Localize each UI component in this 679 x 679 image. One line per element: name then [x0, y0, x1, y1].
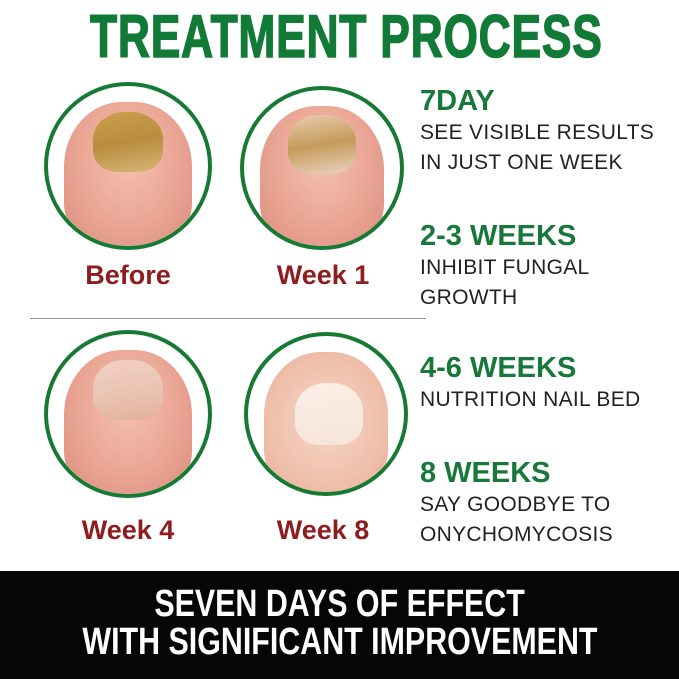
label-week-1: Week 1 [276, 260, 370, 290]
step-text: NUTRITION NAIL BED [420, 388, 641, 411]
bottom-banner: SEVEN DAYS OF EFFECT WITH SIGNIFICANT IM… [0, 571, 679, 679]
nail-image [287, 114, 357, 175]
step-8-weeks: 8 WEEKS SAY GOODBYE TO ONYCHOMYCOSIS [420, 458, 613, 552]
photo-week-1 [240, 86, 404, 250]
nail-image [92, 359, 164, 421]
nail-image [92, 111, 164, 173]
label-before: Before [85, 260, 171, 290]
label-week-4: Week 4 [81, 515, 175, 545]
nail-image [294, 382, 364, 446]
title-text: TREATMENT PROCESS [89, 2, 603, 71]
step-2-3-weeks: 2-3 WEEKS INHIBIT FUNGAL GROWTH [420, 221, 590, 315]
step-7day: 7DAY SEE VISIBLE RESULTS IN JUST ONE WEE… [420, 86, 654, 180]
step-4-6-weeks: 4-6 WEEKS NUTRITION NAIL BED [420, 353, 640, 417]
divider [30, 318, 426, 319]
banner-text: WITH SIGNIFICANT IMPROVEMENT [81, 621, 598, 663]
banner-line-1: SEVEN DAYS OF EFFECT [0, 583, 679, 626]
label-week-8: Week 8 [276, 515, 370, 545]
step-text: SEE VISIBLE RESULTS [420, 121, 655, 144]
photo-week-8 [244, 332, 408, 496]
step-heading: 7DAY [420, 85, 495, 117]
step-text: GROWTH [420, 286, 518, 309]
step-text: SAY GOODBYE TO [420, 493, 611, 516]
step-text: INHIBIT FUNGAL [420, 256, 590, 279]
photo-week-4 [44, 330, 212, 498]
banner-line-2: WITH SIGNIFICANT IMPROVEMENT [0, 621, 679, 664]
photo-before [44, 82, 212, 250]
step-heading: 8 WEEKS [420, 457, 551, 489]
page-title: TREATMENT PROCESS [0, 2, 679, 71]
step-text: IN JUST ONE WEEK [420, 151, 623, 174]
step-heading: 2-3 WEEKS [420, 220, 577, 252]
step-text: ONYCHOMYCOSIS [420, 523, 613, 546]
step-heading: 4-6 WEEKS [420, 352, 577, 384]
banner-text: SEVEN DAYS OF EFFECT [154, 583, 525, 625]
